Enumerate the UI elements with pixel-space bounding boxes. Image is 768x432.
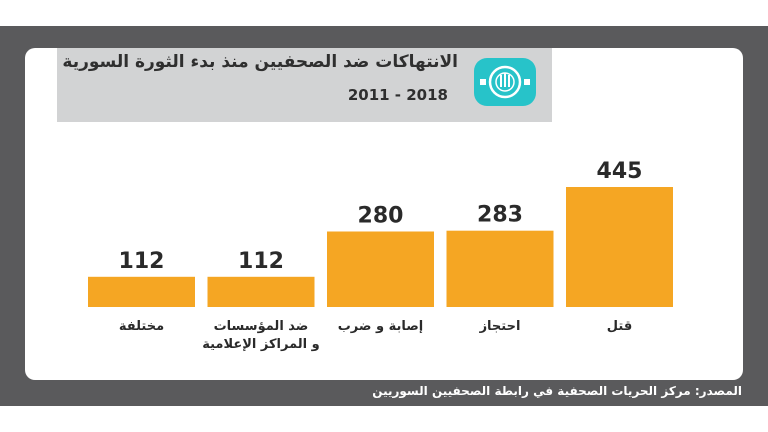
date-range: 2011 - 2018 <box>347 86 448 104</box>
category-label: ضد المؤسسات <box>214 319 309 334</box>
category-label: مختلفة <box>119 319 164 334</box>
source-note: المصدر: مركز الحريات الصحفية في رابطة ال… <box>372 384 742 398</box>
bar <box>446 230 554 307</box>
bar <box>207 276 315 307</box>
bar <box>327 231 434 307</box>
category-label: و المراكز الإعلامية <box>202 337 320 352</box>
data-label: 280 <box>358 203 404 228</box>
association-logo-icon <box>474 58 536 106</box>
bar <box>566 187 673 307</box>
category-label: إصابة و ضرب <box>338 319 424 334</box>
data-label: 445 <box>597 159 643 184</box>
category-label: احتجاز <box>479 319 521 334</box>
data-label: 283 <box>477 203 523 228</box>
data-label: 112 <box>119 249 165 274</box>
page-title: الانتهاكات ضد الصحفيين منذ بدء الثورة ال… <box>62 52 458 72</box>
data-label: 112 <box>238 249 284 274</box>
category-label: قتل <box>607 319 632 334</box>
bar <box>88 276 195 307</box>
title-box <box>57 48 552 122</box>
